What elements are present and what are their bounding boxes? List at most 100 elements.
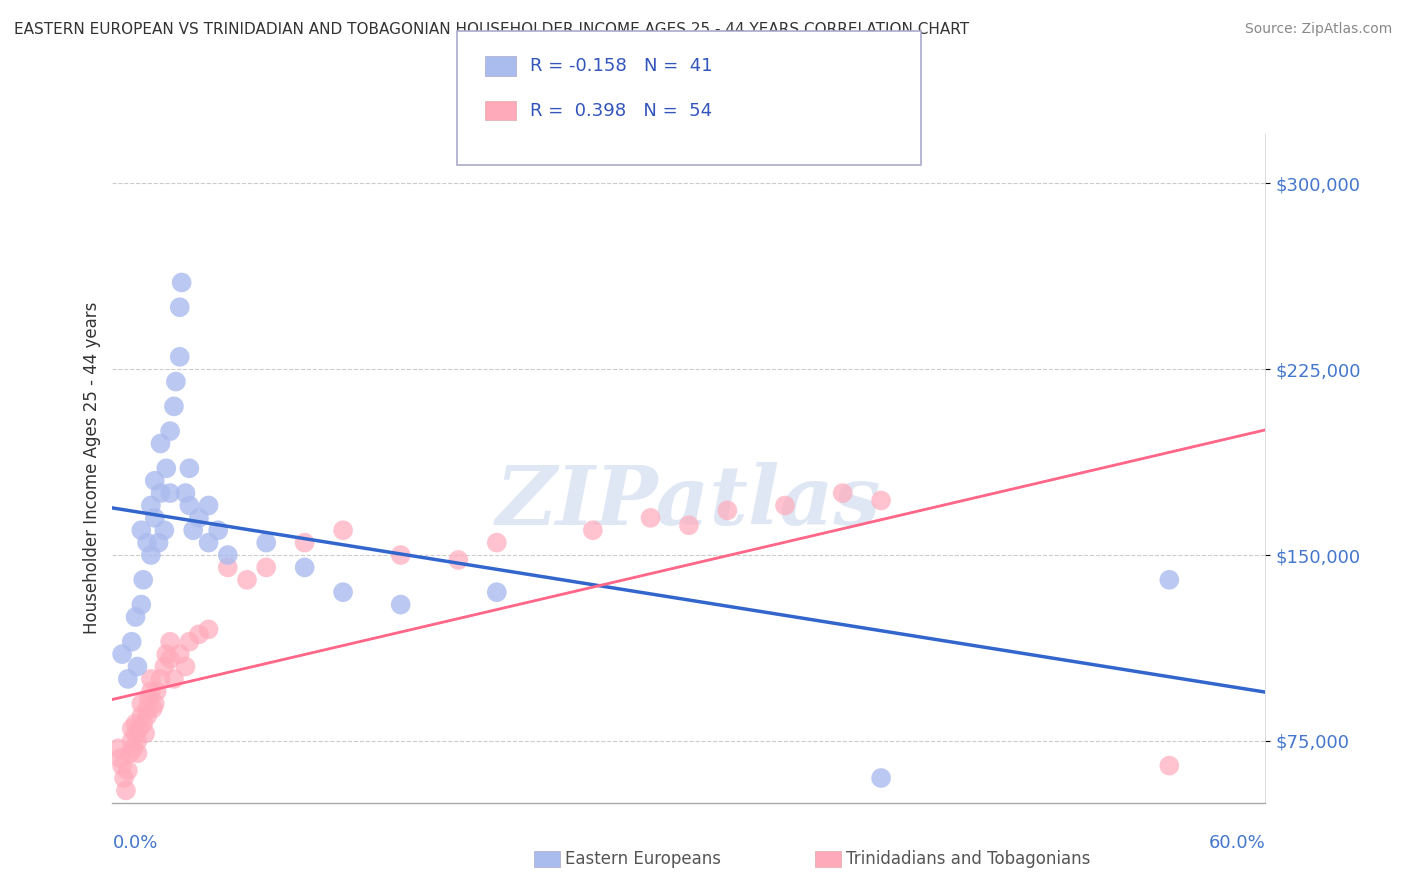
Point (485, 535, 508, 549)
Point (129, 523, 153, 537)
Point (148, 535, 170, 549)
Text: R = -0.158   N =  41: R = -0.158 N = 41 (530, 57, 713, 75)
Point (139, 672, 162, 686)
Point (870, 493, 893, 508)
Text: 0.0%: 0.0% (112, 834, 157, 852)
Point (170, 276, 193, 290)
Point (149, 486, 172, 500)
Point (139, 548, 162, 562)
Point (153, 523, 176, 537)
Point (254, 535, 277, 549)
Point (124, 610, 146, 624)
Point (155, 461, 177, 475)
Text: R =  0.398   N =  54: R = 0.398 N = 54 (530, 102, 713, 120)
Y-axis label: Householder Income Ages 25 - 44 years: Householder Income Ages 25 - 44 years (83, 302, 101, 634)
Point (187, 627, 211, 641)
Point (136, 701, 159, 715)
Point (111, 647, 134, 661)
Point (169, 647, 191, 661)
Point (169, 350, 191, 364)
Point (122, 741, 145, 756)
Point (197, 623, 219, 637)
Point (389, 598, 412, 612)
Point (118, 746, 141, 760)
Point (187, 511, 211, 525)
Point (217, 548, 239, 562)
Point (153, 659, 176, 673)
Point (136, 709, 159, 723)
Text: EASTERN EUROPEAN VS TRINIDADIAN AND TOBAGONIAN HOUSEHOLDER INCOME AGES 25 - 44 Y: EASTERN EUROPEAN VS TRINIDADIAN AND TOBA… (14, 22, 969, 37)
Point (773, 499, 796, 513)
Point (132, 573, 155, 587)
Text: Eastern Europeans: Eastern Europeans (565, 850, 721, 868)
Point (142, 701, 165, 715)
Point (447, 553, 470, 567)
Point (127, 734, 149, 748)
Point (124, 716, 146, 731)
Point (197, 499, 219, 513)
Point (149, 436, 172, 450)
Point (294, 560, 316, 574)
Point (163, 672, 186, 686)
Point (155, 647, 177, 661)
Point (136, 535, 159, 549)
Point (115, 783, 138, 797)
Point (124, 726, 146, 740)
Point (129, 598, 153, 612)
Point (143, 697, 166, 711)
Point (254, 560, 277, 574)
Point (132, 716, 155, 731)
Point (111, 758, 134, 772)
Point (108, 751, 131, 765)
Point (117, 672, 139, 686)
Point (485, 585, 508, 599)
Point (831, 486, 853, 500)
Point (179, 461, 201, 475)
Point (139, 499, 162, 513)
Point (179, 634, 201, 648)
Point (134, 726, 156, 740)
Point (143, 511, 166, 525)
Text: Source: ZipAtlas.com: Source: ZipAtlas.com (1244, 22, 1392, 37)
Point (107, 741, 129, 756)
Point (236, 573, 259, 587)
Point (138, 691, 160, 706)
Point (217, 560, 239, 574)
Point (870, 771, 893, 785)
Text: Trinidadians and Tobagonians: Trinidadians and Tobagonians (846, 850, 1091, 868)
Point (1159, 758, 1181, 772)
Point (139, 684, 162, 698)
Point (127, 659, 149, 673)
Point (128, 722, 150, 736)
Point (145, 684, 167, 698)
Point (121, 734, 143, 748)
Point (143, 474, 166, 488)
Point (127, 746, 149, 760)
Point (181, 523, 204, 537)
Point (389, 548, 412, 562)
Point (174, 486, 197, 500)
Point (121, 634, 143, 648)
Point (294, 535, 316, 549)
Point (159, 634, 181, 648)
Point (179, 499, 201, 513)
Point (163, 400, 186, 414)
Text: 60.0%: 60.0% (1209, 834, 1265, 852)
Text: ZIPatlas: ZIPatlas (496, 462, 882, 541)
Point (149, 672, 172, 686)
Point (159, 652, 181, 666)
Point (117, 764, 139, 778)
Point (129, 697, 153, 711)
Point (582, 523, 605, 537)
Point (129, 709, 153, 723)
Point (197, 535, 219, 549)
Point (1159, 573, 1181, 587)
Point (640, 511, 662, 525)
Point (169, 300, 191, 314)
Point (332, 585, 354, 599)
Point (716, 503, 738, 517)
Point (174, 659, 197, 673)
Point (165, 375, 187, 389)
Point (112, 771, 135, 785)
Point (159, 424, 181, 438)
